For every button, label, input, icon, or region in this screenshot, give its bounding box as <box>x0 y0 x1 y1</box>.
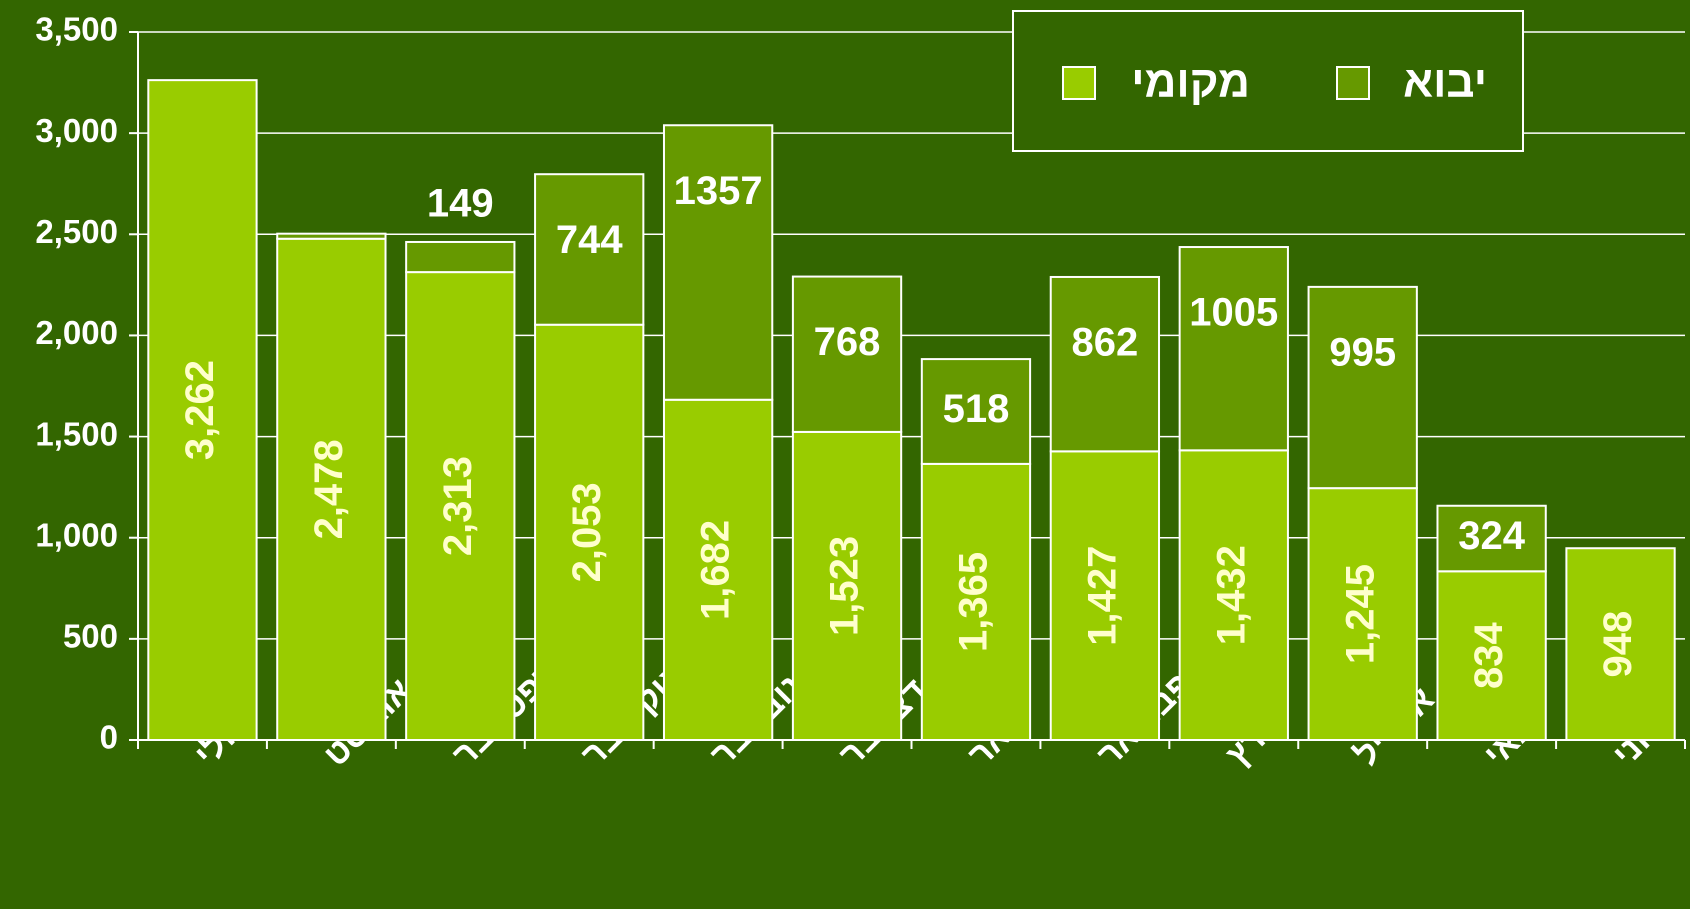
value-label: 948 <box>1596 611 1640 678</box>
bar-segment <box>534 323 645 741</box>
y-tick-label: 3,000 <box>35 112 118 149</box>
bar-segment <box>662 398 774 741</box>
bar-segment <box>534 173 645 326</box>
value-label: 862 <box>1072 321 1139 365</box>
value-label: 324 <box>1458 514 1525 558</box>
value-label: 1,682 <box>694 520 738 620</box>
bar-segment <box>276 237 387 741</box>
bar-segment <box>1436 570 1547 741</box>
value-label: 149 <box>427 182 494 226</box>
value-label: 1,432 <box>1209 545 1253 645</box>
bar-segment <box>791 275 903 433</box>
bar-segment <box>662 124 774 401</box>
value-label: 995 <box>1329 330 1396 374</box>
y-tick-label: 500 <box>63 618 118 655</box>
bar-segment <box>920 358 1032 465</box>
value-label: 1,365 <box>952 552 996 652</box>
bar-segment <box>1049 450 1161 741</box>
bar-segment <box>920 462 1032 741</box>
y-tick-label: 3,500 <box>35 11 118 48</box>
y-tick-label: 1,500 <box>35 415 118 452</box>
value-label: 518 <box>943 387 1010 431</box>
y-tick-label: 2,000 <box>35 314 118 351</box>
legend-label: מקומי <box>1131 58 1250 107</box>
bar-segment <box>147 79 258 742</box>
bar-segment <box>791 430 903 741</box>
y-tick-label: 2,500 <box>35 213 118 250</box>
value-label: 768 <box>814 320 881 364</box>
value-label: 1,523 <box>823 536 867 636</box>
bar-segment <box>405 240 516 274</box>
bar-segment <box>1436 504 1547 573</box>
bar-segment <box>1178 246 1289 452</box>
legend-label: יבוא <box>1403 58 1487 107</box>
value-label: 1,427 <box>1080 546 1124 646</box>
y-tick-label: 1,000 <box>35 516 118 553</box>
bar-segment <box>1565 547 1676 742</box>
bar-segment <box>1049 275 1161 453</box>
value-label: 2,313 <box>436 456 480 556</box>
bar-segment <box>405 271 516 741</box>
value-label: 1357 <box>674 169 763 213</box>
bar-segment <box>1178 449 1289 741</box>
legend-swatch <box>1062 66 1096 100</box>
value-label: 2,478 <box>307 439 351 539</box>
legend-swatch <box>1336 66 1370 100</box>
bar-segment <box>1307 285 1418 490</box>
legend-box <box>1012 10 1524 152</box>
value-label: 3,262 <box>178 360 222 460</box>
value-label: 834 <box>1467 622 1511 689</box>
value-label: 1,245 <box>1338 564 1382 664</box>
y-tick-label: 0 <box>100 719 118 756</box>
value-label: 2,053 <box>565 482 609 582</box>
value-label: 1005 <box>1189 291 1278 335</box>
value-label: 744 <box>556 218 623 262</box>
bar-segment <box>276 232 387 240</box>
